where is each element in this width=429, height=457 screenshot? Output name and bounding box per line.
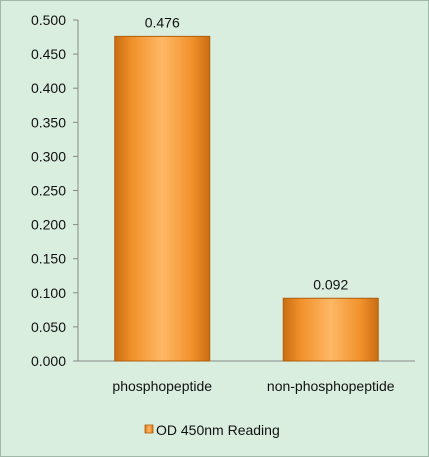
y-tick-label: 0.150 bbox=[31, 251, 66, 267]
y-tick-label: 0.250 bbox=[31, 183, 66, 199]
y-tick-label: 0.450 bbox=[31, 46, 66, 62]
data-label: 0.092 bbox=[313, 276, 348, 292]
y-tick-label: 0.400 bbox=[31, 80, 66, 96]
legend-swatch bbox=[144, 424, 154, 434]
data-label: 0.476 bbox=[145, 14, 180, 30]
y-tick-label: 0.300 bbox=[31, 148, 66, 164]
x-category-label: non-phosphopeptide bbox=[267, 378, 395, 394]
bars: 0.476 0.092 bbox=[114, 14, 379, 362]
bar-phosphopeptide bbox=[114, 35, 211, 362]
x-category-label: phosphopeptide bbox=[112, 378, 212, 394]
y-tick-label: 0.500 bbox=[31, 12, 66, 28]
y-tick-label: 0.050 bbox=[31, 319, 66, 335]
axes: 0.000 0.050 0.100 0.150 0.200 0.250 0.300 0.350… bbox=[31, 12, 415, 394]
y-tick-label: 0.000 bbox=[31, 353, 66, 369]
y-tick-label: 0.200 bbox=[31, 217, 66, 233]
legend: OD 450nm Reading bbox=[144, 422, 280, 438]
legend-label: OD 450nm Reading bbox=[156, 422, 280, 438]
bar-non-phosphopeptide bbox=[282, 297, 379, 362]
y-tick-label: 0.350 bbox=[31, 114, 66, 130]
y-tick-label: 0.100 bbox=[31, 285, 66, 301]
